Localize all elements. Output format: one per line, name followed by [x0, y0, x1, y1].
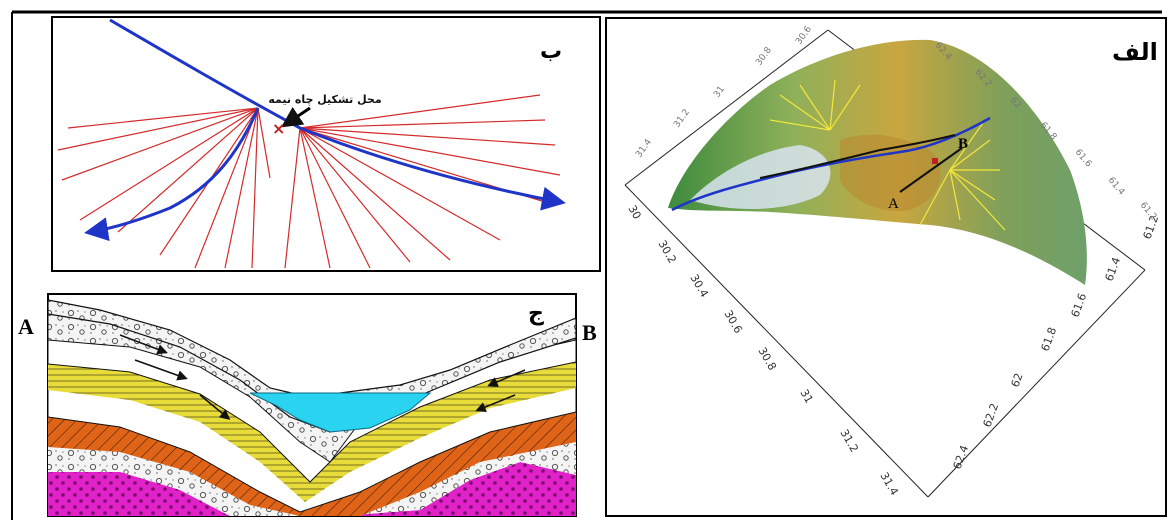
flow-arrow-3	[199, 394, 231, 420]
flow-arrow-4	[487, 369, 526, 387]
panel-be-frame	[51, 16, 601, 272]
map-point-a: A	[888, 196, 899, 212]
well-annotation: محل تشکیل چاه نیمه	[268, 93, 381, 106]
section-end-b: B	[582, 320, 597, 345]
orange-layer	[48, 410, 576, 516]
pebble-layer-lower	[48, 440, 576, 516]
river-line	[109, 18, 566, 211]
tributary-line	[84, 107, 260, 242]
map-river	[671, 116, 991, 212]
yellow-flowlines	[769, 79, 1006, 231]
svg-text:30: 30	[625, 203, 643, 222]
magenta-layer	[48, 462, 576, 516]
annotation-arrow	[281, 106, 311, 128]
section-end-a: A	[18, 314, 34, 339]
profile-line	[899, 147, 963, 193]
flow-arrow-2	[134, 359, 188, 381]
svg-text:62: 62	[1009, 371, 1026, 389]
flow-arrow-1	[119, 334, 168, 355]
panel-alef: A B 30 30.2 30.4 30.6 30.8 31 31.2 31.4 …	[605, 17, 1167, 517]
well-marker: ×	[272, 119, 285, 138]
svg-text:31: 31	[797, 387, 815, 406]
profile-well	[932, 158, 938, 164]
map-point-b: B	[958, 136, 968, 152]
panel-be-label: ب	[540, 39, 562, 64]
panel-jim-label: ج	[528, 301, 544, 326]
water-body	[249, 392, 432, 433]
flow-arrow-5	[475, 394, 516, 413]
panel-alef-label: الف	[1112, 38, 1158, 66]
flowlines	[57, 94, 561, 269]
panel-jim: A B ج	[18, 293, 597, 517]
map-stream	[759, 134, 956, 179]
yellow-layer	[48, 360, 576, 502]
panel-be: × محل تشکیل چاه نیمه ب	[51, 16, 601, 272]
